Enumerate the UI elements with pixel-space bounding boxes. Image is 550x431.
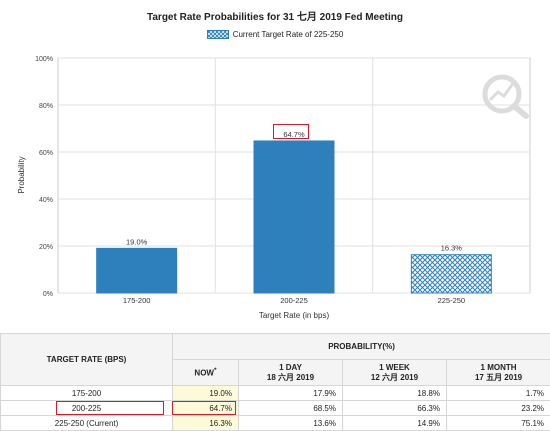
y-tick-label: 60% [39, 150, 53, 157]
magnifier-chart-icon [476, 68, 534, 120]
probability-table: TARGET RATE (BPS) PROBABILITY(%) NOW* 1 … [0, 333, 550, 431]
bar-200-225[interactable] [254, 141, 334, 293]
value-cell: 66.3% [343, 401, 447, 416]
y-tick-label: 0% [43, 291, 53, 298]
value-cell: 1.7% [447, 386, 550, 401]
bar-225-250[interactable] [411, 255, 491, 293]
x-tick-label: 225-250 [438, 296, 466, 305]
rate-cell: 225-250 (Current) [1, 416, 173, 431]
annotation-box-row-now [172, 401, 236, 415]
value-cell: 16.3% [173, 416, 239, 431]
value-cell: 13.6% [239, 416, 343, 431]
value-cell: 68.5% [239, 401, 343, 416]
value-cell: 14.9% [343, 416, 447, 431]
table-row: 175-200 19.0% 17.9% 18.8% 1.7% [1, 386, 550, 401]
y-tick-label: 20% [39, 244, 53, 251]
x-tick-label: 175-200 [123, 296, 151, 305]
annotation-box-bar [273, 124, 309, 139]
bar-175-200[interactable] [97, 248, 177, 293]
col-now[interactable]: NOW* [173, 360, 239, 386]
value-label: 19.0% [126, 237, 148, 246]
value-label: 16.3% [441, 244, 463, 253]
bar-chart: 0%20%40%60%80%100%19.0%175-20064.7%200-2… [0, 0, 550, 330]
rate-cell: 175-200 [1, 386, 173, 401]
y-tick-label: 80% [39, 103, 53, 110]
value-cell: 18.8% [343, 386, 447, 401]
value-cell: 75.1% [447, 416, 550, 431]
table-row: 225-250 (Current) 16.3% 13.6% 14.9% 75.1… [1, 416, 550, 431]
annotation-box-row-rate [56, 401, 164, 415]
x-tick-label: 200-225 [280, 296, 308, 305]
value-cell: 23.2% [447, 401, 550, 416]
y-tick-label: 100% [35, 56, 53, 63]
y-tick-label: 40% [39, 197, 53, 204]
bars [97, 141, 492, 293]
y-axis-label: Probability [17, 156, 26, 193]
value-cell: 17.9% [239, 386, 343, 401]
probability-header: PROBABILITY(%) [173, 334, 550, 360]
value-cell: 19.0% [173, 386, 239, 401]
target-rate-header: TARGET RATE (BPS) [1, 334, 173, 386]
x-axis-label: Target Rate (in bps) [259, 311, 330, 320]
